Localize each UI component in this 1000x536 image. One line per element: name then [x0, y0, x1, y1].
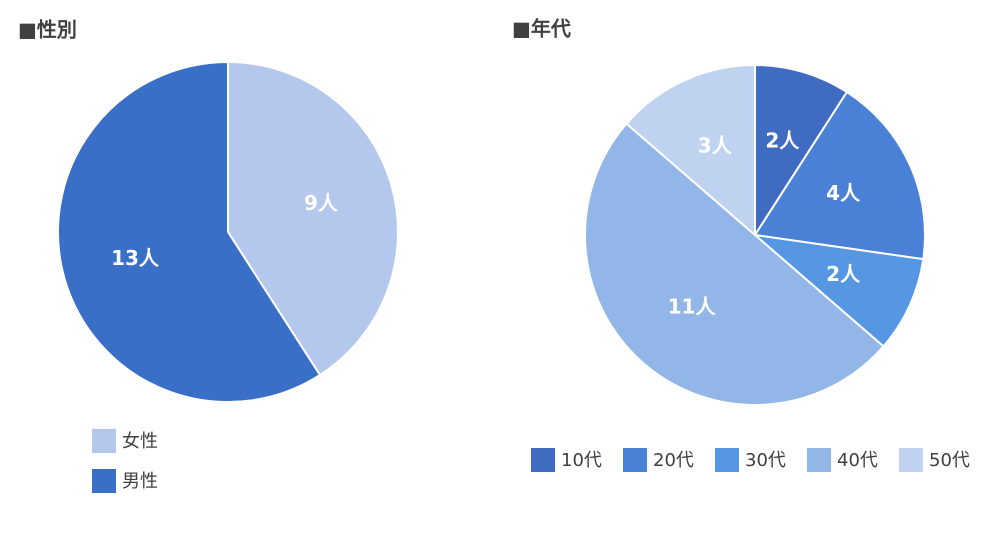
chart-title: ■性別: [18, 18, 77, 42]
legend-swatch: [92, 469, 116, 493]
chart-title: ■年代: [512, 17, 571, 41]
legend-label: 女性: [122, 431, 158, 452]
legend-label: 20代: [653, 450, 694, 471]
data-label: 9人: [304, 191, 339, 215]
pie-slice: [751, 233, 925, 348]
data-label: 2人: [765, 129, 800, 153]
legend-label: 50代: [929, 450, 970, 471]
data-label: 4人: [826, 181, 861, 205]
legend-swatch: [623, 448, 647, 472]
legend-label: 男性: [122, 471, 158, 492]
legend-swatch: [899, 448, 923, 472]
pie-slice: [625, 63, 756, 238]
pie-slice: [753, 90, 926, 261]
legend-label: 10代: [561, 450, 602, 471]
legend-swatch: [715, 448, 739, 472]
data-label: 13人: [111, 246, 160, 270]
legend-label: 30代: [745, 450, 786, 471]
pie-slice: [754, 63, 849, 239]
legend-swatch: [531, 448, 555, 472]
data-label: 11人: [668, 295, 717, 319]
legend-swatch: [92, 429, 116, 453]
legend-label: 40代: [837, 450, 878, 471]
pie-slice: [583, 122, 885, 407]
data-label: 3人: [698, 133, 733, 157]
data-label: 2人: [826, 262, 861, 286]
pie-slice: [57, 60, 322, 403]
legend-swatch: [807, 448, 831, 472]
